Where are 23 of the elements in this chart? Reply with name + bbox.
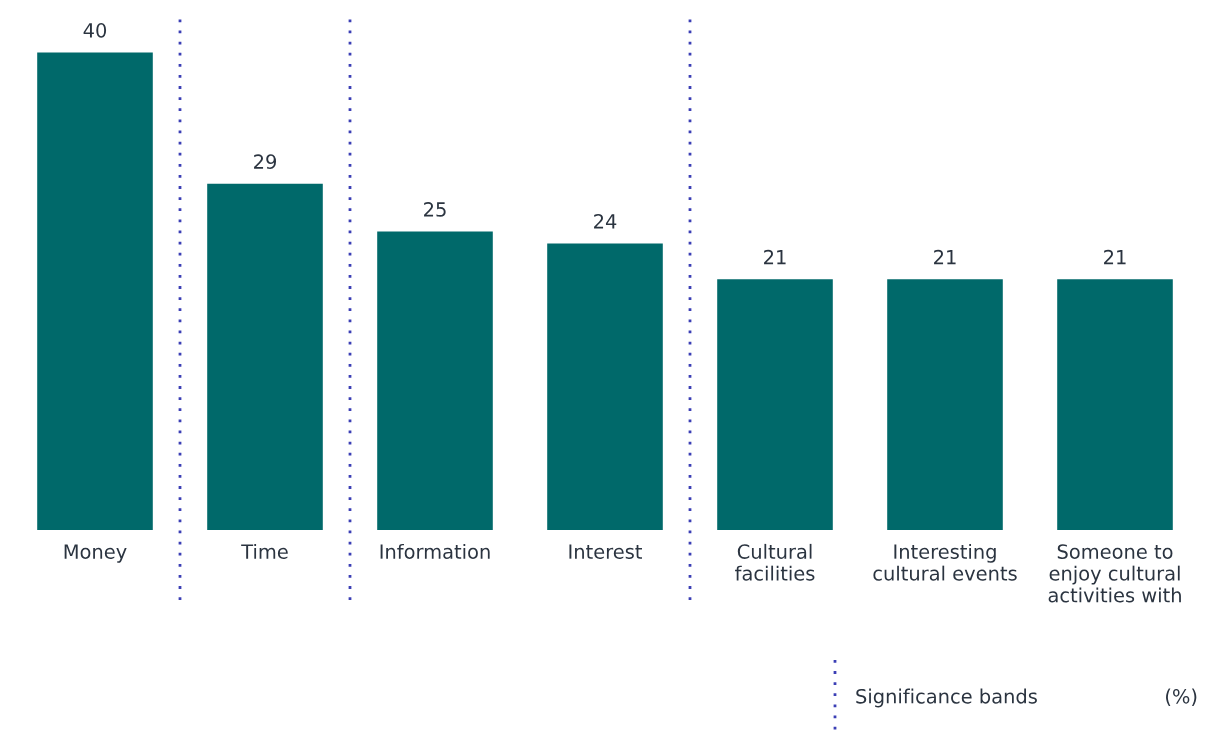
data-label: 21 bbox=[934, 249, 956, 265]
x-tick-label: Time bbox=[241, 543, 288, 559]
data-label: 24 bbox=[594, 213, 617, 229]
data-label: 21 bbox=[1104, 249, 1126, 265]
bar bbox=[1057, 279, 1173, 530]
bar bbox=[37, 52, 153, 530]
x-tick-label: Information bbox=[380, 543, 490, 559]
data-label: 25 bbox=[424, 202, 446, 217]
data-label: 21 bbox=[764, 249, 786, 265]
text: (%) bbox=[1166, 688, 1197, 706]
x-tick-label: Cultural facilities bbox=[735, 543, 815, 581]
bar bbox=[717, 279, 833, 530]
x-tick-label: Interesting cultural events bbox=[873, 543, 1017, 581]
x-tick-label: Money bbox=[64, 544, 127, 563]
bar bbox=[887, 279, 1003, 530]
data-label: 40 bbox=[83, 22, 107, 38]
data-label: 29 bbox=[254, 154, 276, 169]
x-tick-label: Interest bbox=[569, 544, 642, 559]
bar bbox=[377, 231, 493, 530]
x-tick-label: Someone to enjoy cultural activities with bbox=[1048, 544, 1181, 603]
bar bbox=[547, 243, 663, 530]
text: Significance bands bbox=[856, 688, 1037, 708]
bar bbox=[207, 183, 323, 530]
